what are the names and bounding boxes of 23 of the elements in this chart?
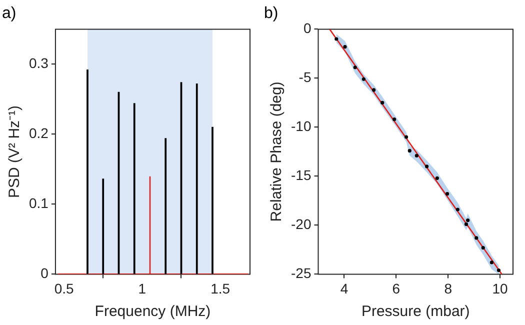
y-tick-label: -10 [291, 118, 312, 134]
x-tick-label: 4 [340, 280, 348, 296]
y-tick-label: -20 [291, 216, 312, 232]
chart-title: b) [264, 5, 278, 22]
x-axis-title: Pressure (mbar) [361, 303, 470, 320]
y-axis-title: PSD (V² Hz⁻¹) [6, 105, 24, 198]
x-tick-label: 0.5 [54, 280, 74, 296]
x-axis-title: Frequency (MHz) [94, 303, 211, 320]
x-tick-label: 8 [444, 280, 452, 296]
chart-title: a) [2, 5, 16, 22]
x-tick-label: 1 [138, 280, 146, 296]
y-tick-label: 0.3 [28, 55, 49, 72]
x-tick-label: 10 [492, 280, 508, 296]
y-tick-label: 0 [40, 265, 49, 282]
y-tick-label: 0.2 [28, 125, 49, 142]
y-axis-title: Relative Phase (deg) [268, 82, 286, 222]
x-tick-label: 1.5 [210, 280, 230, 296]
x-tick-label: 6 [392, 280, 400, 296]
y-tick-label: -15 [291, 167, 312, 184]
y-tick-label: 0 [303, 20, 312, 36]
y-tick-label: -25 [291, 265, 312, 282]
y-tick-label: -5 [298, 69, 312, 86]
y-tick-label: 0.1 [28, 195, 49, 212]
